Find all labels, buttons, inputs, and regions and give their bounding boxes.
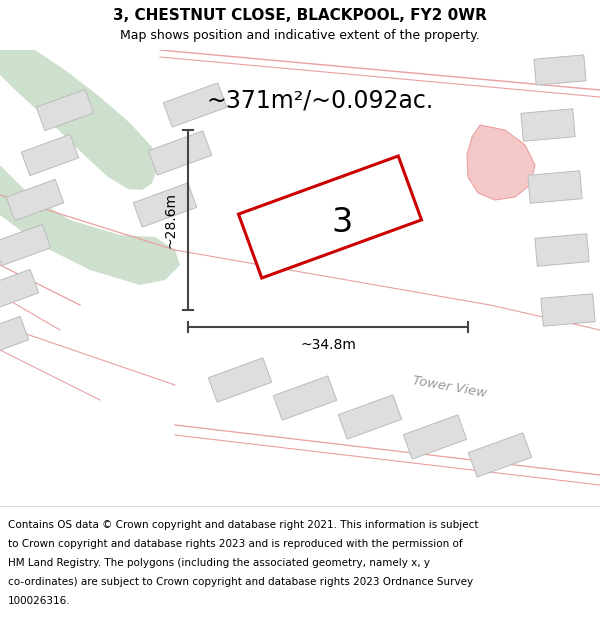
Polygon shape — [36, 89, 94, 131]
Polygon shape — [6, 179, 64, 221]
Polygon shape — [0, 50, 180, 285]
Text: 3: 3 — [331, 206, 353, 239]
Polygon shape — [0, 269, 39, 311]
Polygon shape — [148, 131, 212, 175]
Text: co-ordinates) are subject to Crown copyright and database rights 2023 Ordnance S: co-ordinates) are subject to Crown copyr… — [8, 577, 473, 587]
Text: ~34.8m: ~34.8m — [300, 338, 356, 352]
Polygon shape — [0, 50, 158, 190]
Text: 3, CHESTNUT CLOSE, BLACKPOOL, FY2 0WR: 3, CHESTNUT CLOSE, BLACKPOOL, FY2 0WR — [113, 8, 487, 22]
Polygon shape — [535, 234, 589, 266]
Polygon shape — [528, 171, 582, 203]
Text: Tower View: Tower View — [412, 374, 488, 400]
Text: Contains OS data © Crown copyright and database right 2021. This information is : Contains OS data © Crown copyright and d… — [8, 520, 479, 530]
Polygon shape — [0, 224, 51, 266]
Text: HM Land Registry. The polygons (including the associated geometry, namely x, y: HM Land Registry. The polygons (includin… — [8, 558, 430, 568]
Polygon shape — [0, 50, 190, 197]
Polygon shape — [534, 55, 586, 85]
Polygon shape — [541, 294, 595, 326]
Polygon shape — [469, 433, 532, 477]
Text: Map shows position and indicative extent of the property.: Map shows position and indicative extent… — [120, 29, 480, 42]
Polygon shape — [403, 415, 467, 459]
Polygon shape — [208, 358, 272, 402]
Polygon shape — [0, 316, 29, 357]
Polygon shape — [21, 134, 79, 176]
Polygon shape — [274, 376, 337, 420]
Polygon shape — [163, 83, 227, 127]
Text: to Crown copyright and database rights 2023 and is reproduced with the permissio: to Crown copyright and database rights 2… — [8, 539, 463, 549]
Text: ~28.6m: ~28.6m — [163, 192, 177, 248]
Polygon shape — [133, 183, 197, 227]
Polygon shape — [521, 109, 575, 141]
Text: ~371m²/~0.092ac.: ~371m²/~0.092ac. — [206, 88, 434, 112]
Text: 100026316.: 100026316. — [8, 596, 71, 606]
Polygon shape — [467, 125, 535, 200]
Polygon shape — [238, 156, 422, 278]
Polygon shape — [338, 395, 401, 439]
